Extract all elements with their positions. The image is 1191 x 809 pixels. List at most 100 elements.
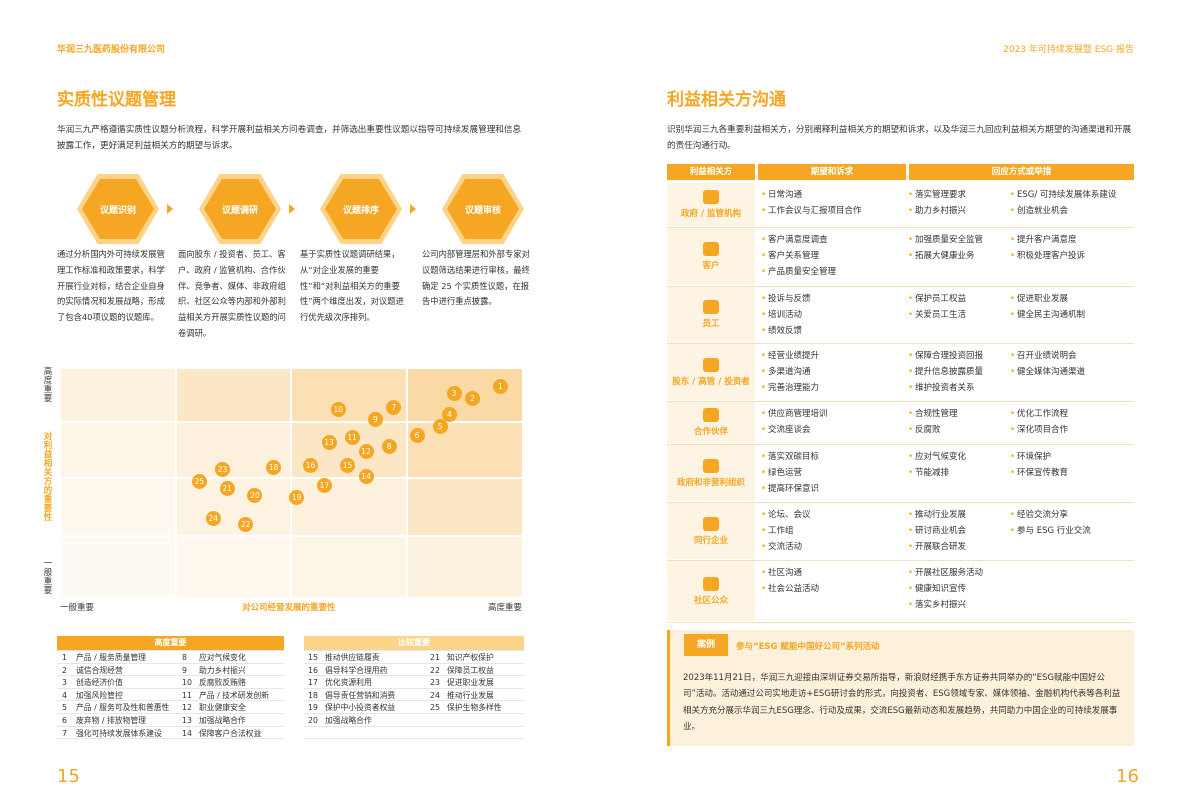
legend-item-compare: 16 倡导科学合理用药 <box>308 665 387 677</box>
stakeholder-label: 社区公众 <box>667 561 755 621</box>
legend-item-number: 10 <box>182 678 192 688</box>
legend-item-number: 22 <box>430 665 440 675</box>
bullet-item: • 经营业绩提升 <box>761 348 819 364</box>
legend-divider <box>57 675 284 677</box>
bullet-dot-icon: • <box>761 468 767 478</box>
legend-item-label: 知识产权保护 <box>447 653 494 662</box>
legend-item-number: 12 <box>182 703 192 713</box>
legend-divider <box>304 687 524 689</box>
case-text: 2023年11月21日，华润三九迎接由深圳证券交易所指导，新浪财经携手东方证券共… <box>683 673 1121 732</box>
bullet-dot-icon: • <box>761 190 767 200</box>
stakeholder-name: 合作伙伴 <box>693 427 728 437</box>
legend-item-number: 2 <box>62 665 67 675</box>
bullet-item: • 社会公益活动 <box>761 581 819 597</box>
bullet-item: • 深化项目合作 <box>1010 422 1068 438</box>
bullet-item: • 参与 ESG 行业交流 <box>1010 523 1091 539</box>
bullet-dot-icon: • <box>761 584 767 594</box>
bullet-text: 健康知识宣传 <box>915 584 967 594</box>
step-label: 议题审核 <box>447 179 519 239</box>
bullet-dot-icon: • <box>761 568 767 578</box>
bullet-item: • 论坛、会议 <box>761 507 811 523</box>
matrix-cell <box>177 369 290 421</box>
bullet-item: • 社区沟通 <box>761 565 802 581</box>
bullet-item: • 节能减排 <box>908 465 949 481</box>
bullet-item: • 健全民主沟通机制 <box>1010 307 1085 323</box>
bullet-text: 参与 ESG 行业交流 <box>1017 526 1091 536</box>
legend-item-label: 创造经济价值 <box>76 678 123 688</box>
legend-divider <box>304 675 524 677</box>
legend-item-compare: 20 加强战略合作 <box>308 715 372 727</box>
bullet-dot-icon: • <box>761 267 767 277</box>
bullet-text: 产品质量安全管理 <box>768 267 837 277</box>
legend-item-number: 24 <box>430 690 440 700</box>
bullet-item: • 健全媒体沟通渠道 <box>1010 364 1085 380</box>
bullet-item: • 助力乡村振兴 <box>908 203 966 219</box>
bullet-item: • 保障合理投资回报 <box>908 348 983 364</box>
legend-item-number: 8 <box>182 653 187 662</box>
legend-item-label: 推动行业发展 <box>447 690 494 700</box>
stakeholder-row-bg <box>667 561 755 621</box>
x-axis-right-label: 高度重要 <box>488 603 523 613</box>
bullet-text: 培训活动 <box>768 310 803 320</box>
legend-divider <box>57 713 284 714</box>
bullet-item: • 落实管理要求 <box>908 187 966 203</box>
step-hexagon: 议题调研 <box>199 174 281 244</box>
bullet-item: • 落实乡村振兴 <box>908 597 966 613</box>
bullet-dot-icon: • <box>908 600 914 610</box>
ngo-icon <box>703 458 719 473</box>
chevron-right-icon <box>410 204 416 214</box>
legend-item-compare: 21 知识产权保护 <box>430 652 494 664</box>
legend-item-number: 16 <box>308 665 318 675</box>
legend-item-number: 15 <box>308 653 318 662</box>
bullet-text: 节能减排 <box>915 468 950 478</box>
bullet-text: 完善治理能力 <box>768 383 820 393</box>
matrix-point: 19 <box>289 489 305 505</box>
matrix-point: 15 <box>340 457 356 473</box>
legend-item-number: 9 <box>182 665 187 675</box>
bullet-item: • 关爱员工生活 <box>908 307 966 323</box>
legend-divider <box>57 662 284 664</box>
legend-item-high: 9 助力乡村振兴 <box>182 665 246 677</box>
bullet-dot-icon: • <box>1010 235 1016 245</box>
bullet-dot-icon: • <box>1010 409 1016 419</box>
step-hexagon: 议题排序 <box>320 174 402 244</box>
legend-item-label: 保障员工权益 <box>447 665 494 675</box>
bullet-item: • 产品质量安全管理 <box>761 264 836 280</box>
legend-divider <box>57 687 284 689</box>
legend-item-number: 11 <box>182 690 192 700</box>
bullet-dot-icon: • <box>761 383 767 393</box>
row-divider <box>667 444 1134 445</box>
bullet-text: 投诉与反馈 <box>768 294 811 304</box>
y-axis-bottom-label: 一般重要 <box>43 559 53 596</box>
bullet-text: 论坛、会议 <box>768 510 811 520</box>
bullet-text: 反腐败 <box>915 425 941 435</box>
legend-item-label: 优化资源利用 <box>325 678 372 688</box>
bullet-text: 加强质量安全监管 <box>915 235 984 245</box>
bullet-item: • 积极处理客户投诉 <box>1010 248 1085 264</box>
stakeholder-intro: 识别华润三九各重要利益相关方，分别阐释利益相关方的期望和诉求，以及华润三九回应利… <box>667 125 1132 151</box>
legend-item-label: 应对气候变化 <box>199 653 246 662</box>
bullet-item: • 推动行业发展 <box>908 507 966 523</box>
y-axis-top-label: 高度重要 <box>43 367 53 404</box>
x-axis-left-label: 一般重要 <box>60 603 95 613</box>
bullet-item: • 交流座谈会 <box>761 422 811 438</box>
step-hexagon: 议题审核 <box>442 174 524 244</box>
bullet-text: 交流座谈会 <box>768 425 811 435</box>
stakeholder-label: 政府 / 监管机构 <box>667 183 755 226</box>
bullet-text: 落实乡村振兴 <box>915 600 967 610</box>
legend-item-number: 23 <box>430 678 440 688</box>
bullet-item: • 客户关系管理 <box>761 248 819 264</box>
legend-divider <box>57 650 284 651</box>
partner-icon <box>703 408 719 422</box>
stakeholder-label: 合作伙伴 <box>667 402 755 443</box>
matrix-point: 17 <box>316 478 332 494</box>
legend-item-label: 助力乡村振兴 <box>199 665 246 675</box>
bullet-text: 推动行业发展 <box>915 510 967 520</box>
bullet-item: • 多渠道沟通 <box>761 364 811 380</box>
legend-item-number: 17 <box>308 678 318 688</box>
row-divider <box>667 560 1134 561</box>
bullet-text: 供应商管理培训 <box>768 409 828 419</box>
step-description: 公司内部管理层和外部专家对议题筛选结果进行审核，最终确定 25 个实质性议题，在… <box>422 249 530 307</box>
bullet-text: 提升信息披露质量 <box>915 367 984 377</box>
row-divider <box>667 502 1134 503</box>
